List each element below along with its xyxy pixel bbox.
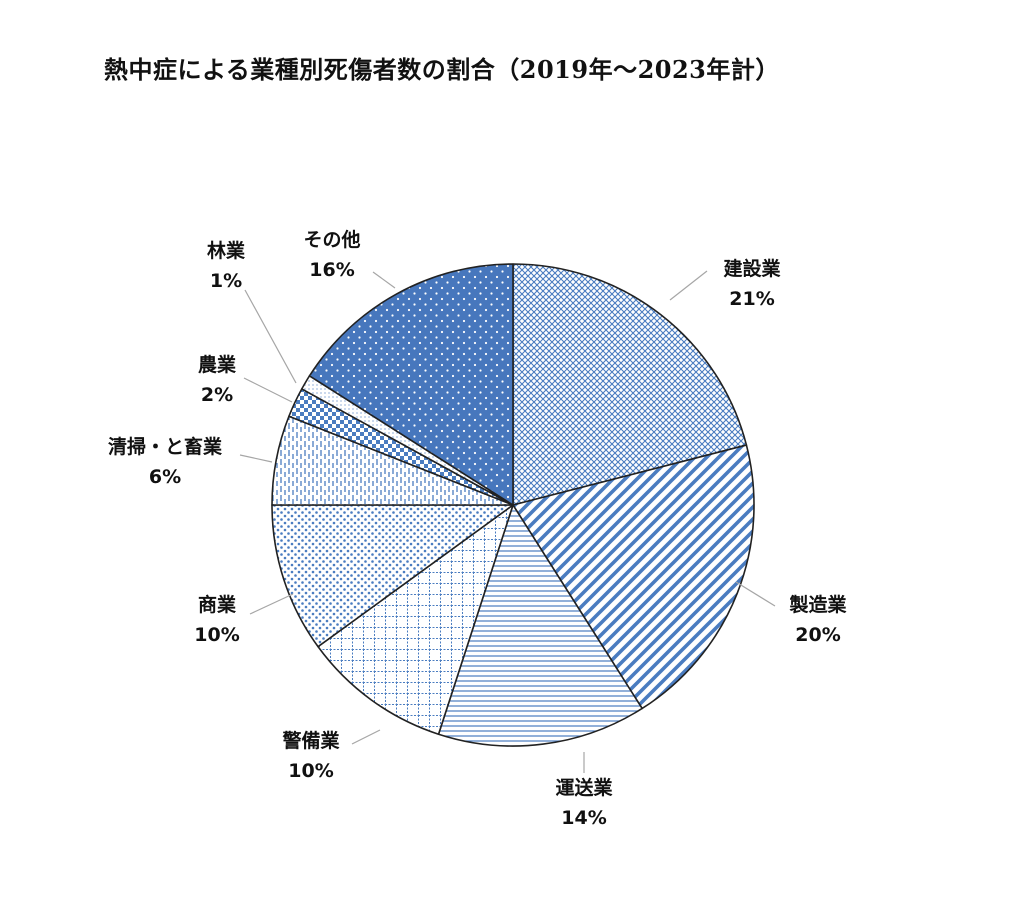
slice-label-9: その他 16% <box>303 225 360 285</box>
slice-name-label: 商業 <box>197 594 237 616</box>
slice-name-label: 農業 <box>197 354 237 376</box>
slice-value-label: 20% <box>795 624 841 646</box>
leader-line-8 <box>244 289 297 384</box>
leader-line-2 <box>735 581 776 607</box>
slice-label-6: 清掃・と畜業 6% <box>108 432 222 492</box>
chart-title: 熱中症による業種別死傷者数の割合（2019年～2023年計） <box>104 55 780 84</box>
slice-value-label: 10% <box>288 760 334 782</box>
slice-label-8: 林業 1% <box>207 236 245 296</box>
slice-value-label: 6% <box>148 466 182 488</box>
leader-line-9 <box>372 271 396 289</box>
slice-label-7: 農業 2% <box>198 350 236 410</box>
leader-line-1 <box>669 270 708 301</box>
slice-value-label: 1% <box>209 270 243 292</box>
slice-name-label: 製造業 <box>789 594 847 616</box>
slice-label-4: 警備業 10% <box>282 726 339 786</box>
slice-label-3: 運送業 14% <box>555 773 612 833</box>
slice-label-2: 製造業 20% <box>789 590 846 650</box>
leader-lines <box>239 270 776 773</box>
pie-slices <box>271 263 755 747</box>
pie-slice-4 <box>317 504 514 736</box>
pie-slice-3 <box>437 504 643 747</box>
slice-value-label: 2% <box>200 384 234 406</box>
slice-value-label: 16% <box>309 259 355 281</box>
pie-slice-5 <box>271 504 514 648</box>
slice-name-label: その他 <box>303 229 361 251</box>
slice-name-label: 建設業 <box>723 258 781 280</box>
slice-value-label: 14% <box>561 807 607 829</box>
pie-slice-1 <box>512 263 748 506</box>
slice-name-label: 清掃・と畜業 <box>107 436 223 458</box>
leader-line-6 <box>239 454 273 463</box>
leader-line-4 <box>351 729 381 745</box>
slice-name-label: 林業 <box>206 240 246 262</box>
slice-value-label: 21% <box>729 288 775 310</box>
pie-slice-2 <box>512 444 755 710</box>
leader-line-7 <box>243 377 293 403</box>
slice-name-label: 警備業 <box>282 730 340 752</box>
slice-label-5: 商業 10% <box>194 590 239 650</box>
pie-slice-9 <box>308 263 514 506</box>
slice-value-label: 10% <box>194 624 240 646</box>
leader-line-5 <box>249 593 294 615</box>
slice-name-label: 運送業 <box>555 777 613 799</box>
slice-label-1: 建設業 21% <box>723 254 780 314</box>
